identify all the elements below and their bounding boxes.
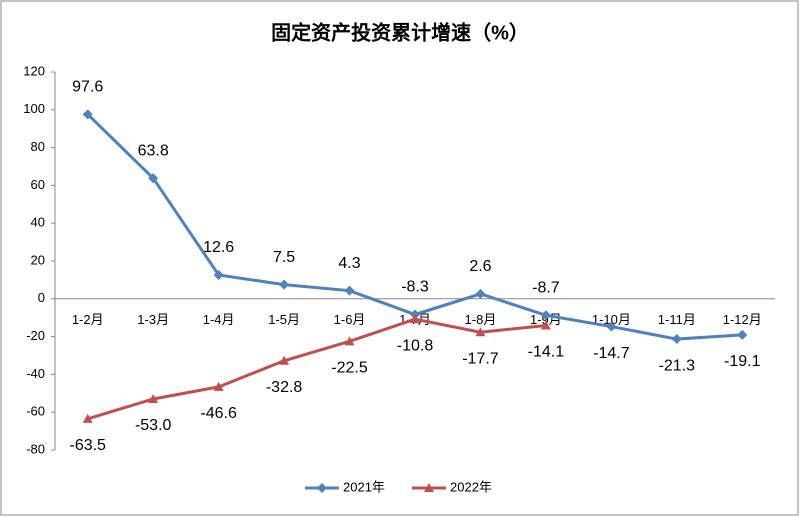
data-label: 7.5 — [273, 249, 295, 266]
y-tick-label: 40 — [31, 215, 45, 230]
marker — [213, 269, 224, 280]
data-label: 63.8 — [138, 142, 169, 159]
y-tick-label: 0 — [38, 290, 45, 305]
data-label: -14.7 — [593, 345, 630, 362]
data-label: -10.8 — [397, 337, 434, 354]
data-label: -8.3 — [401, 279, 429, 296]
y-tick-label: -80 — [26, 441, 45, 456]
marker — [148, 173, 159, 184]
marker — [344, 336, 355, 346]
marker — [737, 329, 748, 340]
data-label: 4.3 — [338, 255, 360, 272]
x-tick-label: 1-5月 — [268, 312, 300, 327]
marker — [148, 393, 159, 403]
marker — [671, 334, 682, 345]
marker — [279, 355, 290, 365]
data-label: -53.0 — [135, 417, 172, 434]
data-label: -63.5 — [69, 437, 106, 454]
x-tick-label: 1-12月 — [723, 312, 762, 327]
y-tick-label: -60 — [26, 404, 45, 419]
x-tick-label: 1-6月 — [334, 312, 366, 327]
marker — [475, 288, 486, 299]
marker — [475, 327, 486, 337]
chart-title: 固定资产投资累计增速（%） — [271, 20, 529, 44]
marker — [82, 109, 93, 120]
marker — [540, 320, 551, 330]
data-label: 12.6 — [203, 239, 234, 256]
x-tick-label: 1-4月 — [203, 312, 235, 327]
y-tick-label: -20 — [26, 328, 45, 343]
data-label: -32.8 — [266, 379, 303, 396]
data-label: -14.1 — [528, 344, 565, 361]
data-label: -21.3 — [659, 357, 696, 374]
marker — [540, 310, 551, 321]
data-label: -22.5 — [331, 360, 368, 377]
x-tick-label: 1-3月 — [137, 312, 169, 327]
y-tick-label: 80 — [31, 139, 45, 154]
data-label: -46.6 — [200, 405, 237, 422]
data-label: 97.6 — [72, 79, 103, 96]
marker — [82, 413, 93, 423]
series-line — [87, 317, 547, 421]
y-tick-label: 100 — [23, 101, 45, 116]
x-tick-label: 1-8月 — [465, 312, 497, 327]
marker — [410, 314, 420, 324]
legend-marker — [424, 483, 434, 492]
y-tick-label: 20 — [31, 252, 45, 267]
marker — [279, 279, 290, 290]
legend-label: 2021年 — [343, 479, 385, 494]
x-tick-label: 1-2月 — [72, 312, 104, 327]
data-label: 2.6 — [469, 258, 491, 275]
y-tick-label: -40 — [26, 366, 45, 381]
data-label: -17.7 — [462, 350, 499, 367]
marker — [344, 285, 355, 296]
data-label: -8.7 — [532, 279, 560, 296]
marker — [213, 381, 224, 391]
legend-label: 2022年 — [450, 479, 492, 494]
x-tick-label: 1-11月 — [658, 312, 696, 327]
data-label: -19.1 — [724, 353, 761, 370]
legend-marker — [317, 483, 327, 493]
y-tick-label: 60 — [31, 177, 45, 192]
marker — [606, 321, 617, 332]
y-tick-label: 120 — [23, 63, 45, 78]
